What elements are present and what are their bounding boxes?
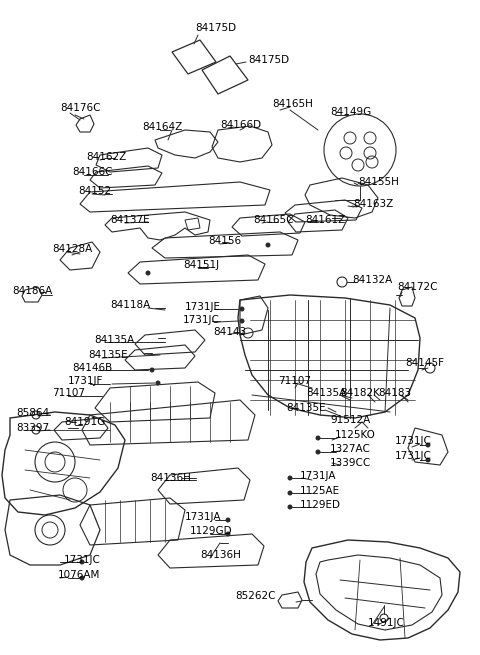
Text: 84165H: 84165H (272, 99, 313, 109)
Circle shape (80, 559, 84, 565)
Text: 84143: 84143 (213, 327, 246, 337)
Text: 84191G: 84191G (64, 417, 105, 427)
Text: 84163Z: 84163Z (353, 199, 393, 209)
Circle shape (240, 307, 244, 312)
Text: 84175D: 84175D (248, 55, 289, 65)
Text: 84164Z: 84164Z (142, 122, 182, 132)
Text: 1731JA: 1731JA (300, 471, 336, 481)
Text: 84166D: 84166D (220, 120, 261, 130)
Text: 84186A: 84186A (12, 286, 52, 296)
Text: 1731JA: 1731JA (185, 512, 221, 522)
Text: 71107: 71107 (278, 376, 311, 386)
Text: 84175D: 84175D (195, 23, 236, 33)
Circle shape (226, 517, 230, 523)
Text: 1339CC: 1339CC (330, 458, 371, 468)
Circle shape (80, 576, 84, 580)
Text: 91512A: 91512A (330, 415, 370, 425)
Text: 84166C: 84166C (72, 167, 112, 177)
Text: 1327AC: 1327AC (330, 444, 371, 454)
Text: 1129ED: 1129ED (300, 500, 341, 510)
Circle shape (226, 531, 230, 536)
Text: 1076AM: 1076AM (58, 570, 100, 580)
Circle shape (425, 443, 431, 447)
Text: 84172C: 84172C (397, 282, 437, 292)
Circle shape (240, 318, 244, 324)
Text: 84152: 84152 (78, 186, 111, 196)
Text: 1731JC: 1731JC (183, 315, 220, 325)
Circle shape (288, 491, 292, 495)
Circle shape (288, 476, 292, 481)
Text: 84135A: 84135A (306, 388, 346, 398)
Text: 84136H: 84136H (150, 473, 191, 483)
Text: 84165C: 84165C (253, 215, 293, 225)
Circle shape (288, 504, 292, 510)
Text: 84182K: 84182K (340, 388, 380, 398)
Text: 84162Z: 84162Z (86, 152, 126, 162)
Text: 85864: 85864 (16, 408, 49, 418)
Text: 84145F: 84145F (405, 358, 444, 368)
Text: 84149G: 84149G (330, 107, 371, 117)
Text: 84146B: 84146B (72, 363, 112, 373)
Text: 84135E: 84135E (88, 350, 128, 360)
Text: 1731JC: 1731JC (64, 555, 101, 565)
Circle shape (265, 242, 271, 248)
Text: 1125AE: 1125AE (300, 486, 340, 496)
Text: 84135E: 84135E (286, 403, 325, 413)
Text: 1125KO: 1125KO (335, 430, 376, 440)
Text: 84155H: 84155H (358, 177, 399, 187)
Circle shape (425, 457, 431, 462)
Text: 1731JE: 1731JE (185, 302, 221, 312)
Text: 84118A: 84118A (110, 300, 150, 310)
Text: 84176C: 84176C (60, 103, 100, 113)
Text: 1731JC: 1731JC (395, 451, 432, 461)
Text: 1491JC: 1491JC (368, 618, 405, 628)
Text: 84183: 84183 (378, 388, 411, 398)
Circle shape (156, 381, 160, 386)
Text: 84135A: 84135A (94, 335, 134, 345)
Text: 84137E: 84137E (110, 215, 150, 225)
Circle shape (145, 271, 151, 276)
Text: 1731JF: 1731JF (68, 376, 103, 386)
Text: 84151J: 84151J (183, 260, 219, 270)
Text: 1731JC: 1731JC (395, 436, 432, 446)
Text: 1129GD: 1129GD (190, 526, 233, 536)
Text: 84161Z: 84161Z (305, 215, 345, 225)
Text: 83397: 83397 (16, 423, 49, 433)
Circle shape (149, 367, 155, 373)
Circle shape (315, 449, 321, 455)
Text: 85262C: 85262C (235, 591, 276, 601)
Circle shape (315, 436, 321, 441)
Text: 84136H: 84136H (200, 550, 241, 560)
Text: 84156: 84156 (208, 236, 241, 246)
Text: 71107: 71107 (52, 388, 85, 398)
Text: 84128A: 84128A (52, 244, 92, 254)
Text: 84132A: 84132A (352, 275, 392, 285)
